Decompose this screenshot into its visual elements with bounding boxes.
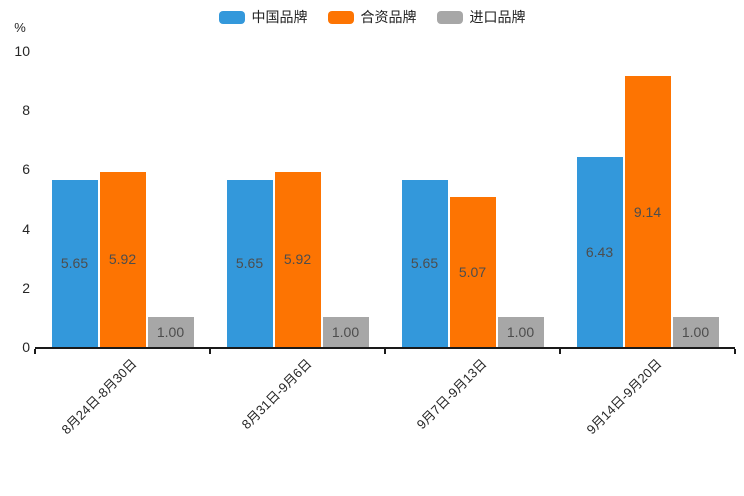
bar-value-label: 5.92: [283, 251, 312, 268]
x-axis-line: [35, 347, 735, 349]
legend-item-joint-venture-brands[interactable]: 合资品牌: [327, 8, 417, 26]
bar-import-brands: 1.00: [672, 317, 719, 347]
legend-swatch-joint-venture-brands: [327, 10, 354, 24]
y-axis-tick-label: 10: [14, 43, 30, 59]
y-axis-unit-label: %: [14, 20, 26, 35]
bar-value-label: 6.43: [585, 243, 614, 260]
bar-import-brands: 1.00: [322, 317, 369, 347]
bar-value-label: 1.00: [506, 324, 535, 341]
y-axis-tick-label: 8: [22, 102, 30, 119]
x-axis-label: 9月7日-9月13日: [413, 356, 490, 433]
bar-value-label: 5.92: [108, 251, 137, 268]
bar-joint-venture-brands: 5.07: [449, 196, 496, 347]
bar-value-label: 1.00: [681, 324, 710, 341]
legend-item-import-brands[interactable]: 进口品牌: [436, 8, 526, 26]
x-axis-label: 8月24日-8月30日: [57, 356, 140, 438]
legend-item-china-brands[interactable]: 中国品牌: [218, 8, 308, 26]
x-axis-tick: [734, 349, 736, 354]
plot-area: 5.65 5.65 5.65 6.43 5.92 5.92 5.07 9.14 1.00 1.00…: [34, 51, 736, 354]
bar-china-brands: 5.65: [51, 179, 98, 347]
bar-value-label: 5.65: [235, 255, 264, 272]
bar-import-brands: 1.00: [497, 317, 544, 347]
bar-joint-venture-brands: 9.14: [624, 76, 671, 347]
x-axis-tick: [209, 349, 211, 354]
bar-value-label: 9.14: [633, 203, 662, 220]
bar-joint-venture-brands: 5.92: [99, 171, 146, 347]
legend-swatch-china-brands: [218, 10, 245, 24]
bar-china-brands: 5.65: [226, 179, 273, 347]
bar-value-label: 1.00: [331, 324, 360, 341]
y-axis-tick-label: 2: [22, 279, 30, 296]
bar-value-label: 5.65: [410, 255, 439, 272]
bar-import-brands: 1.00: [147, 317, 194, 347]
y-axis-tick-label: 0: [22, 339, 30, 355]
bar-value-label: 5.07: [458, 263, 487, 280]
bar-china-brands: 6.43: [576, 156, 623, 347]
x-axis-tick: [384, 349, 386, 354]
x-axis-tick: [34, 349, 36, 354]
legend-swatch-import-brands: [436, 10, 463, 24]
x-axis-label: 8月31日-9月6日: [238, 356, 315, 433]
x-axis-label: 9月14日-9月20日: [582, 356, 665, 438]
legend-label: 中国品牌: [251, 9, 308, 25]
legend: 中国品牌 合资品牌 进口品牌: [0, 8, 744, 26]
bar-joint-venture-brands: 5.92: [274, 171, 321, 347]
y-axis-tick-label: 4: [22, 220, 30, 237]
legend-label: 合资品牌: [360, 9, 417, 25]
bar-china-brands: 5.65: [401, 179, 448, 347]
x-axis-tick: [559, 349, 561, 354]
bar-value-label: 1.00: [156, 324, 185, 341]
bar-value-label: 5.65: [60, 255, 89, 272]
legend-label: 进口品牌: [469, 9, 526, 25]
y-axis-tick-label: 6: [22, 161, 30, 178]
